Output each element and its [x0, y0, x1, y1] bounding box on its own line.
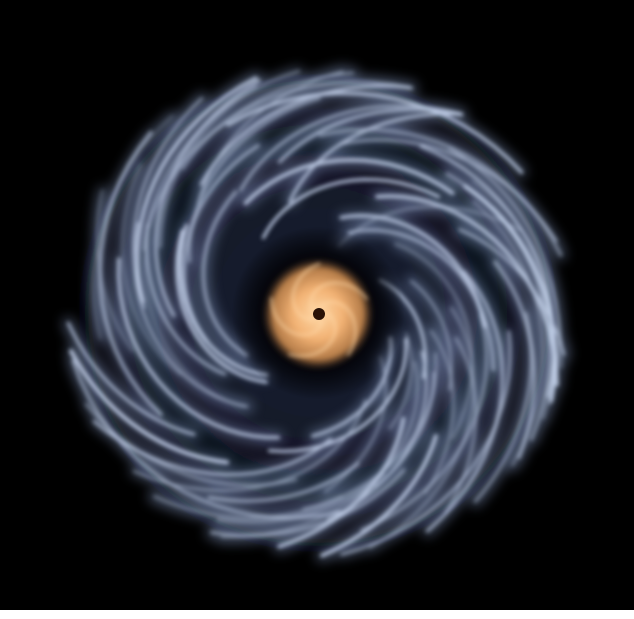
spiral-arm-streak	[121, 163, 182, 376]
spiral-arm-streak	[471, 180, 563, 369]
spiral-arm-streak	[154, 79, 261, 318]
spiral-arm-streak	[389, 332, 413, 430]
spiral-arm-streak	[146, 80, 414, 228]
spiral-arm-streak	[133, 221, 249, 408]
spiral-arm-streak	[153, 495, 344, 520]
spiral-arm-streak	[226, 91, 524, 174]
spiral-arm-streak	[243, 158, 455, 205]
spiral-arm-streak	[144, 249, 245, 408]
spiral-arm-streak	[424, 330, 455, 495]
spiral-arm-streak	[69, 349, 229, 465]
spiral-arm-streak	[197, 70, 344, 205]
spiral-arm-streak	[448, 147, 561, 406]
spiral-arm-streak	[220, 361, 419, 538]
spiral-arm-streak	[199, 84, 412, 186]
spiral-arm-streak	[368, 306, 476, 549]
bottom-frame	[0, 610, 634, 619]
spiral-arm-inner	[175, 229, 268, 384]
spiral-arm-streak	[347, 228, 495, 372]
spiral-arm-streak	[135, 76, 258, 304]
spiral-arm-streak	[338, 139, 558, 243]
spiral-arm-streak	[187, 96, 321, 263]
spiral-arm-streak	[117, 257, 281, 440]
spiral-arm-streak	[337, 205, 524, 248]
core-swirl-arm	[320, 300, 358, 356]
spiral-arm-streak	[410, 280, 453, 391]
spiral-arm-streak	[419, 144, 556, 398]
spiral-arm-streak	[472, 200, 544, 467]
core-swirl-arm	[288, 312, 337, 358]
spiral-arm-streak	[92, 115, 174, 340]
spiral-arm-streak	[201, 190, 249, 357]
spiral-arm-streak	[493, 260, 536, 459]
core-swirl-arm	[270, 297, 323, 337]
spiral-arm-streak	[239, 104, 462, 192]
spiral-arm-streak	[360, 313, 489, 532]
core-center	[313, 308, 325, 320]
spiral-arm-streak	[394, 242, 474, 440]
spiral-arm-streak	[181, 72, 354, 170]
spiral-arm-streak	[288, 112, 463, 203]
core-swirl-arm	[309, 281, 369, 311]
spiral-arm-inner	[261, 177, 441, 240]
spiral-arm-streak	[302, 352, 438, 511]
spiral-arm-streak	[97, 130, 163, 417]
spiral-arms	[66, 69, 566, 558]
core-swirl	[270, 262, 369, 358]
spiral-arm-streak	[425, 270, 505, 533]
spiral-arm-streak	[339, 213, 487, 328]
spiral-arm-streak	[445, 172, 551, 441]
spiral-arm-streak	[374, 371, 435, 488]
spiral-arm-streak	[210, 468, 406, 538]
spiral-arm-streak	[145, 223, 227, 376]
spiral-arm-streak	[207, 462, 360, 503]
spiral-arm-streak	[96, 189, 134, 352]
spiral-arm-streak	[320, 434, 438, 558]
spiral-arm-streak	[66, 321, 196, 436]
spiral-arm-streak	[132, 399, 367, 492]
spiral-arm-streak	[182, 144, 260, 343]
core-swirl-arm	[291, 262, 321, 321]
spiral-arm-streak	[216, 471, 386, 524]
spiral-arm-streak	[277, 107, 464, 164]
spiral-arm-inner	[267, 337, 408, 453]
spiral-arm-streak	[277, 416, 406, 549]
spiral-arm-streak	[340, 330, 512, 556]
spiral-arm-streak	[142, 69, 301, 251]
spiral-arm-streak	[444, 336, 478, 514]
spiral-arm-streak	[84, 402, 298, 487]
